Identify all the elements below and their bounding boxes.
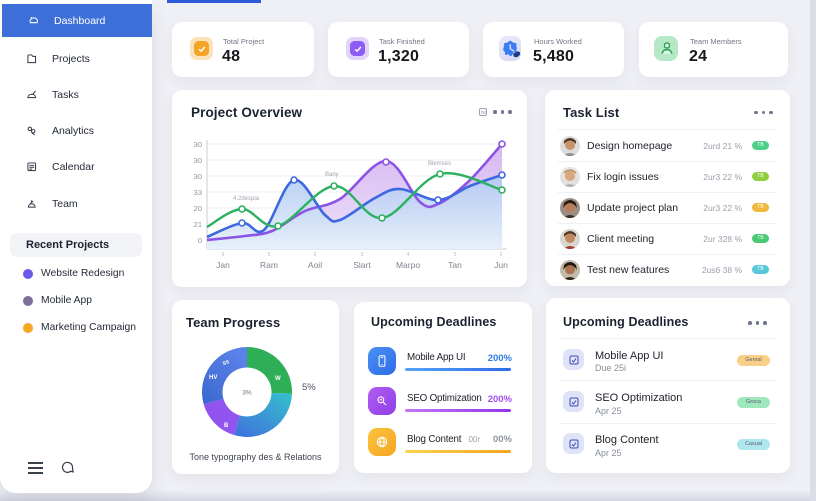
svg-text:Ram: Ram — [260, 260, 278, 270]
svg-text:30: 30 — [194, 156, 202, 165]
svg-text:4: 4 — [407, 252, 410, 258]
svg-text:ss: ss — [222, 359, 231, 367]
svg-text:HV: HV — [209, 375, 217, 381]
svg-text:4.2despia: 4.2despia — [233, 196, 260, 202]
svg-text:5: 5 — [454, 252, 457, 258]
svg-text:30: 30 — [194, 140, 202, 149]
svg-text:3%: 3% — [242, 390, 252, 397]
svg-text:6: 6 — [500, 252, 503, 258]
svg-text:Tan: Tan — [448, 260, 462, 270]
svg-text:33: 33 — [194, 188, 202, 197]
svg-text:Jan: Jan — [216, 260, 230, 270]
svg-text:20: 20 — [194, 204, 202, 213]
svg-text:Blemses: Blemses — [428, 161, 451, 167]
svg-text:21: 21 — [194, 220, 202, 229]
svg-text:B: B — [224, 423, 229, 429]
svg-text:6: 6 — [222, 252, 225, 258]
svg-text:30: 30 — [194, 172, 202, 181]
svg-text:5: 5 — [268, 252, 271, 258]
svg-text:6: 6 — [314, 252, 317, 258]
svg-text:3: 3 — [361, 252, 364, 258]
svg-text:0: 0 — [198, 236, 202, 245]
svg-text:Slart: Slart — [353, 260, 371, 270]
svg-text:W: W — [275, 376, 281, 382]
svg-text:Aoil: Aoil — [308, 260, 322, 270]
svg-text:Bany: Bany — [325, 172, 339, 178]
svg-text:Jun: Jun — [494, 260, 508, 270]
svg-text:Marpo: Marpo — [396, 260, 420, 270]
